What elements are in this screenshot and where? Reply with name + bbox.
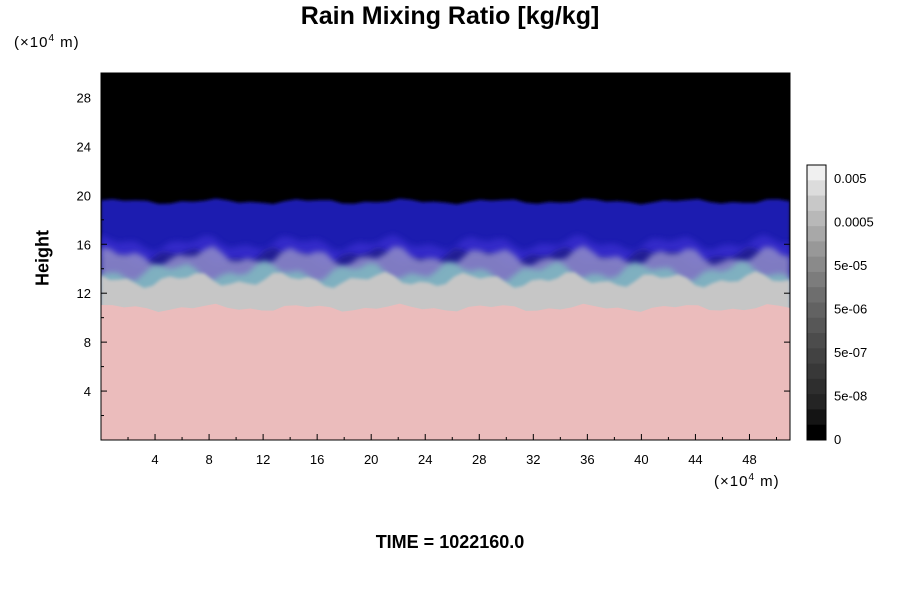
colorbar-swatch [807, 333, 826, 349]
x-tick-label: 40 [634, 452, 648, 467]
colorbar-frame [806, 164, 827, 441]
colorbar-swatch [807, 180, 826, 197]
colorbar-swatch [807, 348, 826, 365]
y-tick-label: 28 [77, 90, 91, 105]
chart-title: Rain Mixing Ratio [kg/kg] [300, 2, 600, 30]
x-tick-label: 44 [688, 452, 702, 467]
colorbar-label: 0.0005 [834, 215, 874, 230]
x-tick-label: 8 [205, 452, 212, 467]
x-tick-label: 32 [526, 452, 540, 467]
y-tick-label: 4 [84, 384, 91, 399]
y-tick-label: 24 [77, 139, 91, 154]
y-axis-unit: (×104 m) [14, 33, 80, 51]
colorbar-label: 5e-07 [834, 345, 867, 360]
y-tick-label: 8 [84, 335, 91, 350]
colorbar-label: 0.005 [834, 171, 867, 186]
y-axis: 4 8 12 16 20 24 28 [77, 90, 790, 417]
colorbar-swatch [807, 165, 826, 181]
y-unit-exponent: 4 [48, 33, 56, 44]
x-tick-label: 16 [310, 452, 324, 467]
y-tick-label: 16 [77, 237, 91, 252]
plot-frame [100, 72, 791, 441]
x-tick-label: 12 [256, 452, 270, 467]
colorbar-swatch [807, 409, 826, 426]
plot-area [101, 73, 790, 440]
x-tick-label: 28 [472, 452, 486, 467]
colorbar-swatch [807, 317, 826, 334]
colorbar-swatch [807, 210, 826, 227]
region-pink-layer [101, 303, 790, 440]
x-tick-label: 4 [151, 452, 158, 467]
colorbar-swatch [807, 378, 826, 395]
y-unit-base: (×10 [14, 34, 49, 51]
y-tick-label: 20 [77, 188, 91, 203]
colorbar: 0.005 0.0005 5e-05 5e-06 5e-07 5e-08 0 [806, 164, 874, 447]
colorbar-label: 5e-06 [834, 302, 867, 317]
x-axis: 4 8 12 16 20 24 28 32 36 40 44 48 [127, 73, 777, 467]
x-tick-label: 36 [580, 452, 594, 467]
y-unit-tail: m) [55, 34, 80, 51]
x-unit-exponent: 4 [748, 472, 756, 483]
x-unit-tail: m) [755, 473, 780, 490]
colorbar-swatch [807, 241, 826, 258]
colorbar-swatch [807, 195, 826, 212]
x-tick-label: 48 [742, 452, 756, 467]
time-label: TIME = 1022160.0 [375, 532, 525, 552]
x-tick-label: 24 [418, 452, 432, 467]
colorbar-swatch [807, 287, 826, 303]
colorbar-swatch [807, 302, 826, 319]
y-tick-label: 12 [77, 286, 91, 301]
x-axis-unit: (×104 m) [714, 472, 780, 490]
colorbar-swatch [807, 394, 826, 410]
colorbar-swatch [807, 363, 826, 380]
x-unit-base: (×10 [714, 473, 749, 490]
colorbar-swatch [807, 226, 826, 242]
colorbar-swatch [807, 271, 826, 288]
colorbar-label: 5e-08 [834, 389, 867, 404]
colorbar-swatch [807, 424, 826, 441]
colorbar-label: 0 [834, 432, 841, 447]
colorbar-label: 5e-05 [834, 258, 867, 273]
colorbar-swatch [807, 256, 826, 273]
x-tick-label: 20 [364, 452, 378, 467]
